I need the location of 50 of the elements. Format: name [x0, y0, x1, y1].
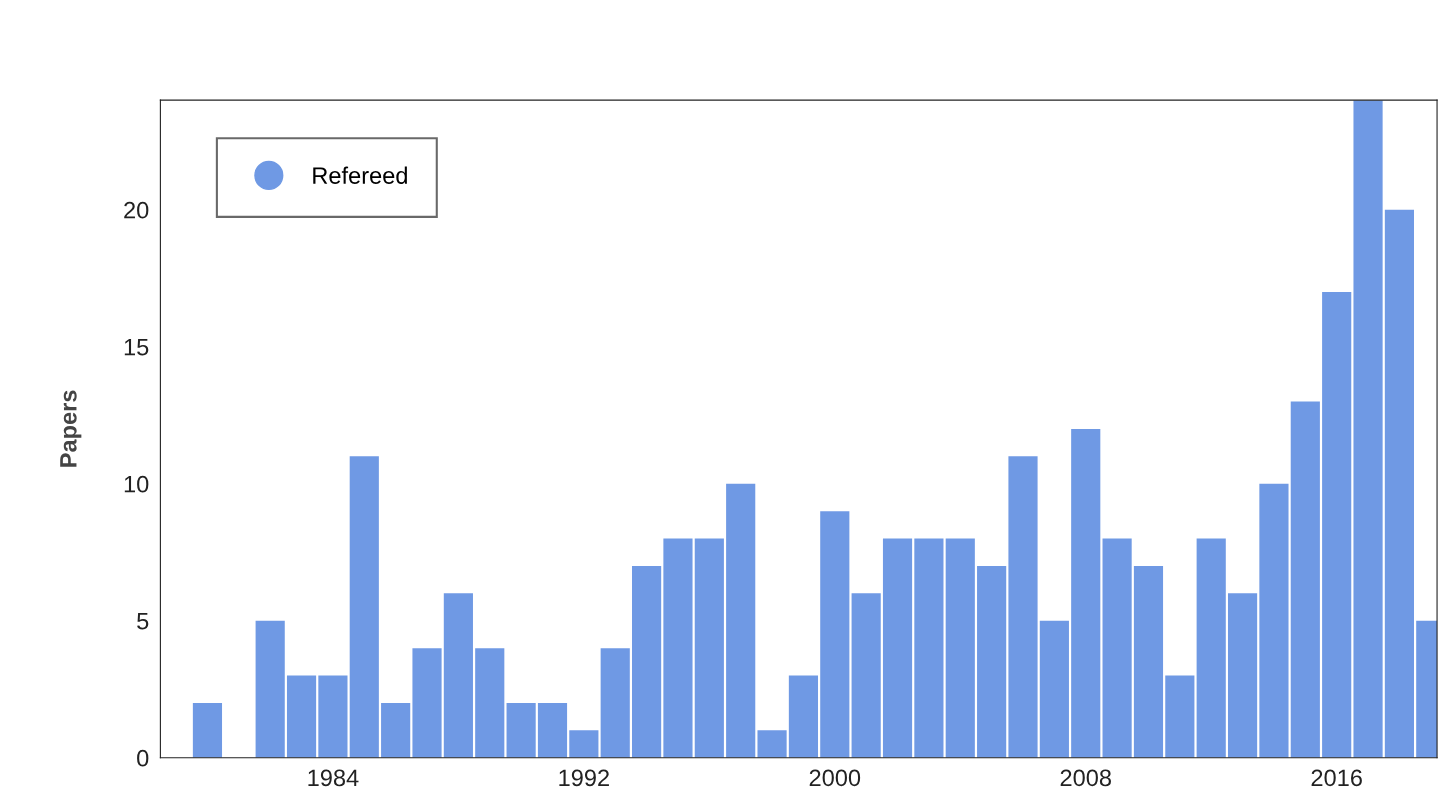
bar	[569, 730, 599, 758]
bar	[632, 565, 662, 758]
bar	[1165, 675, 1195, 758]
bar	[851, 593, 881, 758]
bar	[349, 456, 379, 758]
bar	[475, 648, 505, 758]
x-tick-label: 2000	[809, 769, 861, 787]
bar	[1133, 565, 1164, 758]
bar	[1071, 428, 1101, 758]
bar	[1227, 593, 1258, 758]
bar	[443, 593, 473, 758]
bar	[1322, 291, 1352, 758]
bar	[663, 538, 693, 758]
y-tick-label: 15	[124, 339, 149, 356]
y-tick-label: 10	[124, 475, 149, 493]
bar	[1039, 620, 1069, 758]
bar	[192, 702, 223, 758]
bar	[381, 702, 411, 758]
y-tick-label: 5	[137, 613, 149, 630]
bar	[1102, 538, 1132, 758]
bar	[286, 675, 317, 758]
y-tick-label: 20	[124, 201, 149, 219]
bar	[882, 538, 913, 758]
bar	[318, 675, 348, 758]
bar	[945, 538, 975, 758]
x-tick-label: 2008	[1060, 769, 1111, 787]
bar	[1008, 456, 1038, 758]
bar	[412, 648, 442, 758]
bar	[1384, 209, 1414, 758]
bar	[914, 538, 944, 758]
bar	[255, 620, 285, 758]
bar	[537, 702, 568, 758]
bar	[694, 538, 724, 758]
x-tick-label: 1992	[559, 769, 609, 787]
bar	[788, 675, 819, 758]
bar	[1353, 100, 1383, 758]
legend-label: Refereed	[313, 166, 407, 184]
bar	[600, 648, 630, 758]
y-tick-label: 0	[137, 749, 149, 767]
bar	[757, 730, 787, 758]
bar	[1290, 401, 1320, 758]
bar	[506, 702, 536, 758]
y-axis-title: Papers	[60, 390, 82, 467]
x-tick-label: 1984	[308, 769, 359, 787]
bar	[820, 511, 850, 758]
bar	[977, 565, 1007, 758]
x-tick-label: 2016	[1311, 769, 1362, 787]
bar	[726, 483, 756, 758]
bar	[1196, 538, 1226, 758]
bar	[1259, 483, 1289, 758]
